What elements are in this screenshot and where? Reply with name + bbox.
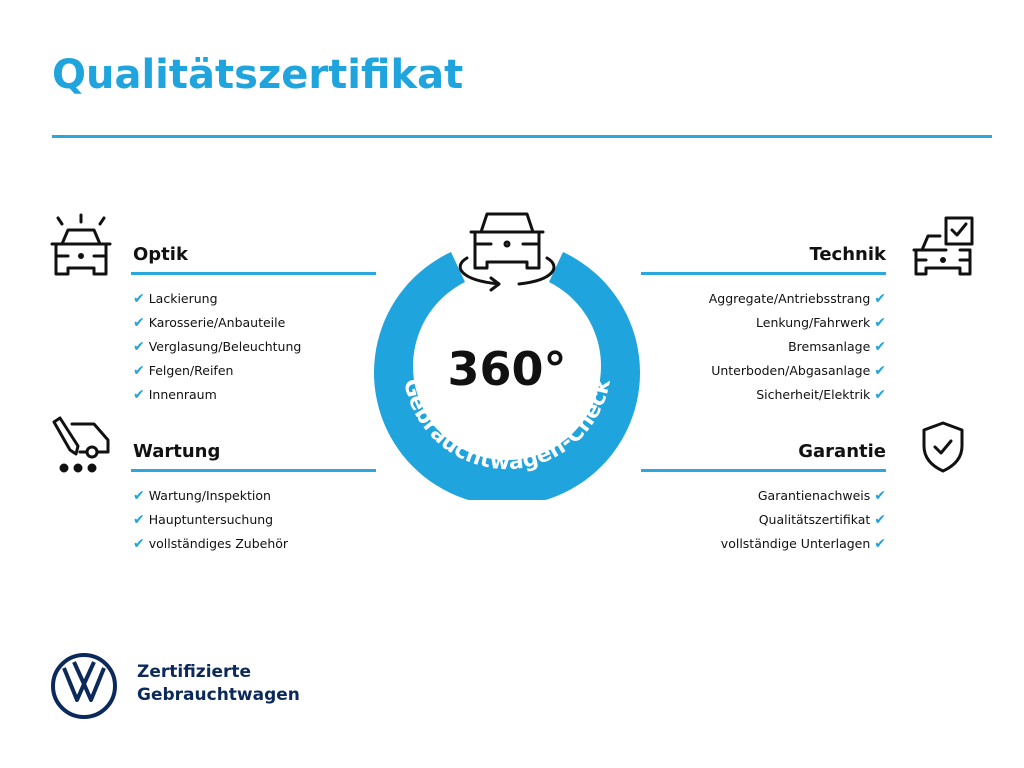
list-item: ✔ Innenraum xyxy=(133,387,217,403)
car-checklist-icon xyxy=(912,216,974,276)
section-title: Wartung xyxy=(133,441,221,462)
vw-logo xyxy=(51,653,117,719)
car-lights-icon xyxy=(50,213,112,276)
list-item: ✔ Karosserie/Anbauteile xyxy=(133,315,286,331)
check-icon: ✔ xyxy=(874,488,886,504)
list-item: ✔ Hauptuntersuchung xyxy=(133,512,274,528)
list-item: Garantienachweis ✔ xyxy=(757,488,886,504)
service-car-icon xyxy=(52,416,110,473)
section-optik: Optik ✔ Lackierung ✔ Karosserie/Anbautei… xyxy=(131,242,376,407)
check-icon: ✔ xyxy=(133,488,145,504)
badge-ring xyxy=(374,252,640,500)
check-icon: ✔ xyxy=(874,512,886,528)
check-icon: ✔ xyxy=(133,339,145,355)
section-garantie: Garantie Garantienachweis ✔ Qualitätszer… xyxy=(641,439,886,556)
list-item: ✔ Verglasung/Beleuchtung xyxy=(133,339,302,355)
list-item: Bremsanlage ✔ xyxy=(788,339,886,355)
list-item: Aggregate/Antriebsstrang ✔ xyxy=(708,291,886,307)
check-icon: ✔ xyxy=(133,291,145,307)
list-item: vollständige Unterlagen ✔ xyxy=(720,536,886,552)
list-item: ✔ vollständiges Zubehör xyxy=(133,536,289,552)
gebrauchtwagen-check-badge: Gebrauchtwagen-Check 360° xyxy=(374,212,640,500)
section-technik: Technik Aggregate/Antriebsstrang ✔ Lenku… xyxy=(641,242,886,407)
list-item: Sicherheit/Elektrik ✔ xyxy=(756,387,886,403)
list-item: Qualitätszertifikat ✔ xyxy=(758,512,886,528)
section-title: Technik xyxy=(809,244,886,265)
list-item: Unterboden/Abgasanlage ✔ xyxy=(711,363,886,379)
check-icon: ✔ xyxy=(874,363,886,379)
shield-check-icon xyxy=(922,421,964,473)
check-icon: ✔ xyxy=(874,291,886,307)
section-divider xyxy=(131,272,376,275)
brand-text: Zertifizierte Gebrauchtwagen xyxy=(137,662,300,705)
list-item: ✔ Wartung/Inspektion xyxy=(133,488,271,504)
list-item: ✔ Felgen/Reifen xyxy=(133,363,234,379)
car-rotate-icon xyxy=(458,212,556,292)
check-icon: ✔ xyxy=(133,387,145,403)
section-wartung: Wartung ✔ Wartung/Inspektion ✔ Hauptunte… xyxy=(131,439,376,556)
badge-number: 360° xyxy=(447,342,566,396)
section-title: Optik xyxy=(133,244,188,265)
check-icon: ✔ xyxy=(874,536,886,552)
page-title: Qualitätszertifikat xyxy=(52,52,464,98)
section-divider xyxy=(641,272,886,275)
check-icon: ✔ xyxy=(133,512,145,528)
section-divider xyxy=(641,469,886,472)
section-title: Garantie xyxy=(798,441,886,462)
check-icon: ✔ xyxy=(133,315,145,331)
check-icon: ✔ xyxy=(874,339,886,355)
check-icon: ✔ xyxy=(133,536,145,552)
list-item: ✔ Lackierung xyxy=(133,291,218,307)
check-icon: ✔ xyxy=(133,363,145,379)
title-divider xyxy=(52,135,992,138)
section-divider xyxy=(131,469,376,472)
check-icon: ✔ xyxy=(874,315,886,331)
list-item: Lenkung/Fahrwerk ✔ xyxy=(756,315,886,331)
check-icon: ✔ xyxy=(874,387,886,403)
